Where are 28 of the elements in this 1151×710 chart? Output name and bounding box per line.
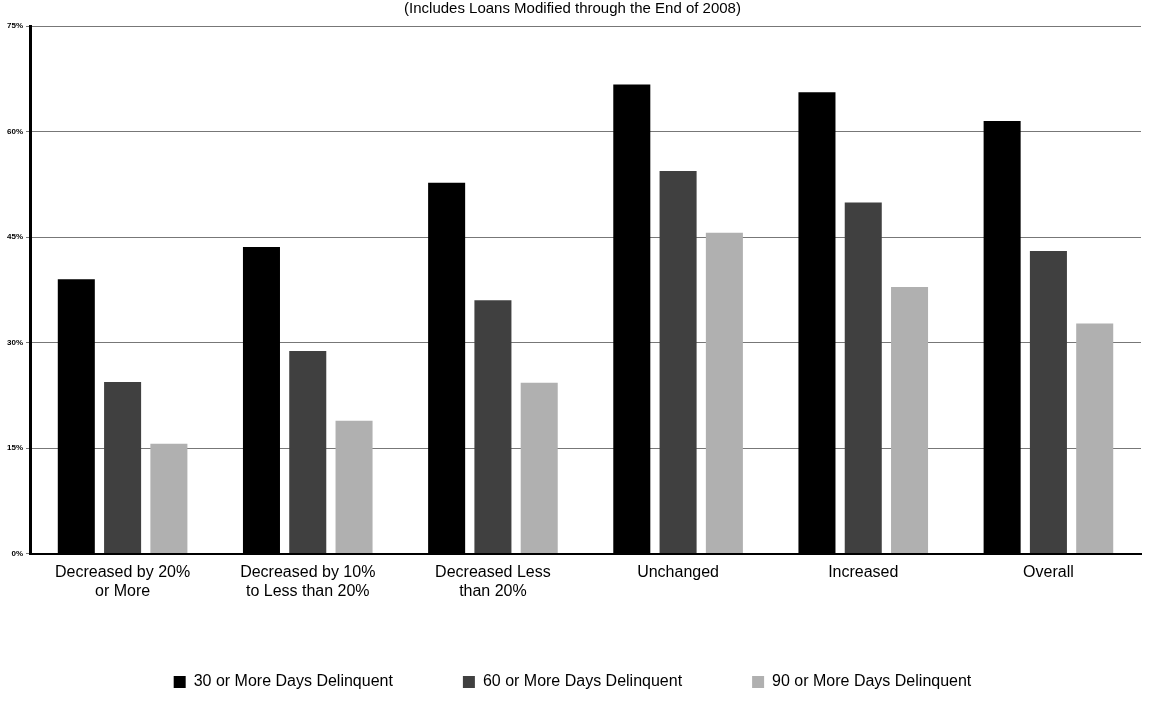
y-tick-label: 0% [11,548,24,558]
x-tick-label: Decreased by 20% or More [55,562,191,599]
bar [844,202,882,554]
bar [335,420,373,554]
y-tick-label: 15% [7,443,24,453]
x-tick-label: Unchanged [637,562,720,580]
bar [1076,323,1114,554]
legend-label: 30 or More Days Delinquent [193,672,394,690]
x-tick-label: Decreased Less than 20% [435,562,551,599]
bar [474,300,512,554]
legend-label: 60 or More Days Delinquent [482,672,683,690]
y-tick-label: 60% [7,126,24,136]
x-tick-label: Decreased by 10% to Less than 20% [240,562,376,599]
bar [520,382,558,554]
bar [1029,251,1067,554]
y-tick-label: 30% [7,337,24,347]
y-tick-label: 75% [7,21,24,31]
bar [891,286,929,554]
chart-subtitle: (Includes Loans Modified through the End of 2008) [404,0,741,17]
bar [659,170,697,554]
legend-label: 90 or More Days Delinquent [772,672,972,690]
y-tick-label: 45% [7,232,24,242]
bar [289,351,327,554]
x-tick-label: Increased [828,562,899,580]
bar [150,443,188,554]
bar [104,381,142,554]
bar [705,232,743,554]
x-tick-label: Overall [1023,562,1074,580]
